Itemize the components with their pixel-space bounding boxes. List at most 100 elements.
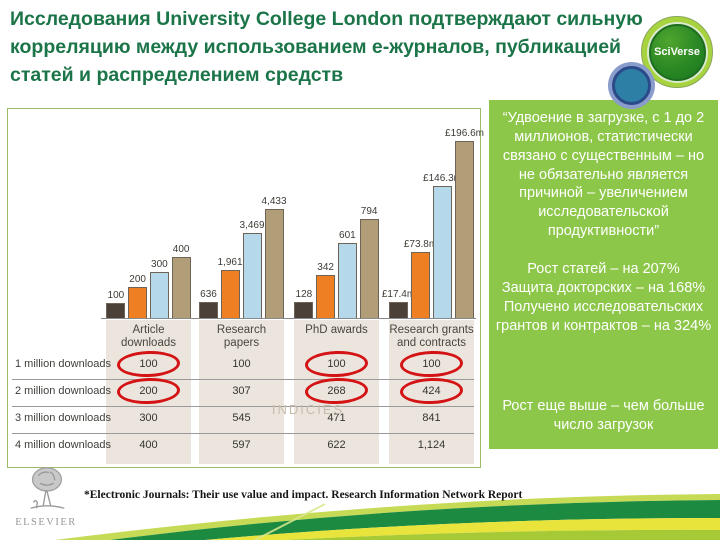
- elsevier-tree-icon: [30, 467, 65, 509]
- bar-value-label: 1,961: [217, 257, 243, 268]
- table-cell: 841: [422, 412, 441, 424]
- table-row-label: 3 million downloads: [15, 412, 111, 424]
- bar: [359, 219, 379, 318]
- table-cell-circled: 424: [389, 385, 474, 397]
- bar-value-label: £17.4m: [381, 289, 416, 300]
- bar: [128, 287, 148, 318]
- bar: [199, 302, 218, 318]
- bar-with-label: 300: [149, 259, 170, 318]
- footer-swoosh: [55, 494, 720, 540]
- bar-value-label: £146.3m: [423, 173, 462, 184]
- bar-with-label: 3,469: [239, 220, 265, 318]
- bar: [171, 257, 191, 318]
- stat-line: Защита докторских – на 168%: [501, 279, 706, 296]
- indicies-watermark: INDICIES: [271, 402, 345, 417]
- sciverse-logo-label: SciVerse: [648, 23, 706, 81]
- bar-value-label: 342: [317, 262, 334, 273]
- bar-with-label: £73.8m: [404, 239, 437, 318]
- bar-value-label: 4,433: [261, 196, 287, 207]
- bar-with-label: £196.6m: [445, 128, 484, 318]
- bar-with-label: £17.4m: [382, 289, 415, 318]
- bar-with-label: 4,433: [261, 196, 287, 318]
- footnote: *Electronic Journals: Their use value an…: [84, 489, 523, 501]
- table-cell-circled: 100: [106, 358, 191, 370]
- bar: [455, 141, 474, 318]
- bar-value-label: 400: [172, 244, 190, 255]
- x-axis-label: Research papers: [216, 324, 267, 350]
- bar-with-label: 794: [359, 206, 379, 318]
- bar: [294, 302, 314, 318]
- table-cell: 400: [139, 439, 158, 451]
- stat-line: Получено исследовательских грантов и кон…: [495, 298, 712, 334]
- table-row-label: 1 million downloads: [15, 358, 111, 370]
- quote-panel: “Удвоение в загрузке, с 1 до 2 миллионов…: [489, 100, 718, 449]
- conclusion-text: Рост еще выше – чем больше число загрузо…: [502, 398, 705, 433]
- table-cell: 307: [232, 385, 251, 397]
- elsevier-logo-label: ELSEVIER: [15, 517, 77, 528]
- bar-with-label: 128: [294, 289, 314, 318]
- bar-group: 128 342 601 794: [294, 109, 379, 318]
- elsevier-logo: ELSEVIER: [13, 464, 79, 528]
- bar-value-label: 794: [360, 206, 378, 217]
- bar-value-label: 601: [339, 230, 356, 241]
- bar-with-label: 342: [316, 262, 336, 318]
- table-cell-circled: 268: [294, 385, 379, 397]
- bar-with-label: £146.3m: [423, 173, 462, 318]
- table-cell-circled: 200: [106, 385, 191, 397]
- table-row-label: 4 million downloads: [15, 439, 111, 451]
- table-row-divider: [12, 432, 474, 434]
- bar-with-label: 1,961: [217, 257, 243, 318]
- x-axis-label: Article downloads: [121, 324, 176, 350]
- quote-text: “Удвоение в загрузке, с 1 до 2 миллионов…: [502, 110, 705, 240]
- x-axis-label: Research grants and contracts: [389, 324, 474, 350]
- bar-group: £17.4m £73.8m £146.3m £196.6m: [382, 109, 484, 318]
- bar-value-label: 636: [200, 289, 217, 300]
- chart-panel: 100 200 300 400 636 1,961 3,469 4,433 128 342 601 7…: [7, 108, 484, 468]
- bar-with-label: 601: [337, 230, 358, 318]
- bar-with-label: 636: [199, 289, 218, 318]
- bar-value-label: 100: [107, 290, 125, 301]
- stat-line: Рост статей – на 207%: [527, 261, 680, 277]
- bar-value-label: £196.6m: [445, 128, 484, 139]
- bar: [242, 233, 262, 318]
- table-cell: 471: [327, 412, 346, 424]
- table-row-divider: [12, 378, 474, 380]
- bar: [316, 275, 336, 318]
- table-row-label: 2 million downloads: [15, 385, 111, 397]
- table-cell: 100: [232, 358, 251, 370]
- bar: [220, 270, 240, 318]
- bar-with-label: 100: [106, 290, 126, 318]
- table-cell-circled: 100: [389, 358, 474, 370]
- x-axis-label: PhD awards: [305, 324, 368, 336]
- chart-baseline: [101, 318, 476, 319]
- bar: [337, 243, 357, 318]
- bar-value-label: 128: [295, 289, 313, 300]
- bar-with-label: 200: [128, 274, 148, 318]
- bar-value-label: 300: [151, 259, 168, 270]
- bar-value-label: 200: [129, 274, 146, 285]
- table-cell: 597: [232, 439, 251, 451]
- bar: [389, 302, 408, 318]
- table-row-divider: [12, 405, 474, 407]
- bar-value-label: £73.8m: [403, 239, 438, 250]
- table-cell: 622: [327, 439, 346, 451]
- stats-text: Рост статей – на 207% Защита докторских …: [492, 260, 715, 335]
- bar: [149, 272, 169, 318]
- slide-title: Исследования University College London п…: [10, 8, 643, 86]
- bar-group: 636 1,961 3,469 4,433: [199, 109, 287, 318]
- table-cell: 545: [232, 412, 251, 424]
- bar: [433, 186, 452, 318]
- column-strip: [199, 320, 284, 464]
- blue-circle-decoration: [612, 66, 651, 105]
- bar: [264, 209, 284, 318]
- bar-value-label: 3,469: [239, 220, 265, 231]
- sciverse-logo: SciVerse: [641, 16, 713, 88]
- bar-with-label: 400: [171, 244, 191, 318]
- bar: [106, 303, 126, 318]
- bar: [411, 252, 430, 318]
- table-cell: 1,124: [417, 439, 446, 451]
- table-cell: 300: [139, 412, 158, 424]
- bar-group: 100 200 300 400: [106, 109, 191, 318]
- table-cell-circled: 100: [294, 358, 379, 370]
